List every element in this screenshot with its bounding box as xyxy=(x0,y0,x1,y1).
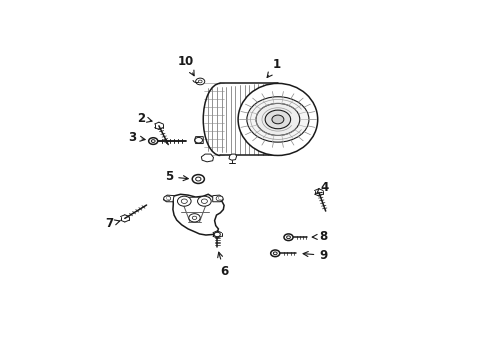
Circle shape xyxy=(214,232,220,237)
Circle shape xyxy=(192,216,196,220)
Polygon shape xyxy=(163,195,174,202)
Circle shape xyxy=(148,138,158,144)
Text: 1: 1 xyxy=(266,58,281,77)
Text: 5: 5 xyxy=(164,170,188,183)
Circle shape xyxy=(151,140,155,143)
Circle shape xyxy=(246,97,308,142)
Text: 4: 4 xyxy=(316,181,328,194)
Circle shape xyxy=(195,138,202,143)
Polygon shape xyxy=(228,154,236,160)
Circle shape xyxy=(284,234,292,240)
Circle shape xyxy=(216,196,223,201)
Polygon shape xyxy=(173,194,224,235)
Circle shape xyxy=(273,252,277,255)
Text: 10: 10 xyxy=(178,55,194,76)
Circle shape xyxy=(177,196,191,206)
Text: C: C xyxy=(165,196,169,201)
Polygon shape xyxy=(201,154,213,162)
Text: 3: 3 xyxy=(128,131,145,144)
Circle shape xyxy=(270,250,279,257)
Circle shape xyxy=(198,80,202,83)
Circle shape xyxy=(181,199,187,203)
Circle shape xyxy=(197,196,211,206)
Polygon shape xyxy=(212,195,223,202)
Ellipse shape xyxy=(238,84,317,156)
Polygon shape xyxy=(194,136,203,144)
Circle shape xyxy=(192,175,204,184)
Circle shape xyxy=(195,78,204,85)
Circle shape xyxy=(188,214,200,222)
Circle shape xyxy=(256,103,299,135)
Text: 6: 6 xyxy=(217,252,228,278)
Text: 8: 8 xyxy=(312,230,327,243)
Circle shape xyxy=(163,196,170,201)
Circle shape xyxy=(195,177,201,181)
Circle shape xyxy=(201,199,207,203)
Circle shape xyxy=(271,115,284,124)
Circle shape xyxy=(286,236,290,239)
Circle shape xyxy=(264,110,290,129)
Text: 7: 7 xyxy=(105,217,120,230)
Text: 2: 2 xyxy=(136,112,152,125)
Text: C: C xyxy=(217,196,221,201)
Text: 9: 9 xyxy=(303,249,327,262)
